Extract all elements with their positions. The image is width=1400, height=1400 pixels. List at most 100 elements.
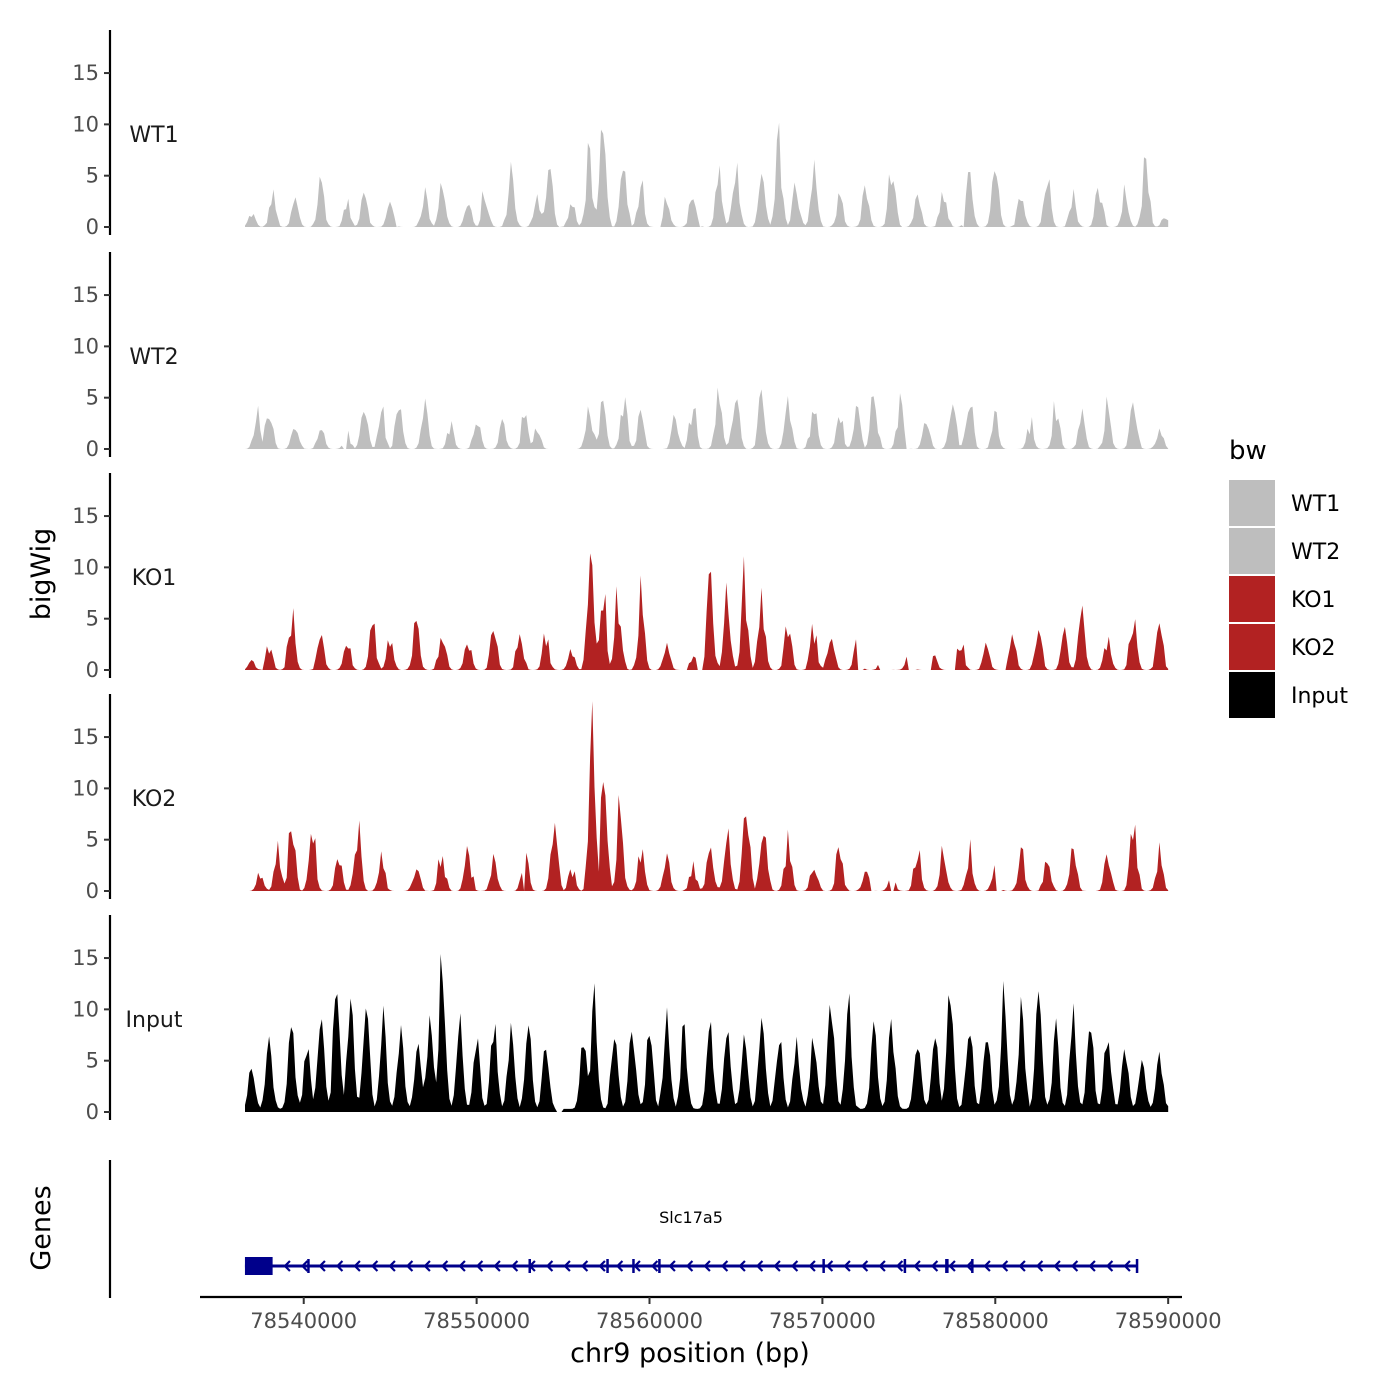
x-tick-label: 78590000	[1115, 1309, 1222, 1333]
gene-exon	[903, 1259, 907, 1273]
y-tick-label: 5	[86, 164, 99, 188]
y-tick-label: 5	[86, 828, 99, 852]
strand-arrow	[878, 1260, 886, 1272]
x-axis-title: chr9 position (bp)	[570, 1338, 810, 1369]
strand-arrow	[510, 1260, 519, 1272]
gene-exon	[971, 1259, 974, 1273]
legend-label-ko1: KO1	[1291, 588, 1336, 613]
track-label: WT1	[129, 123, 178, 148]
strand-arrow	[1000, 1260, 1009, 1272]
y-tick-label: 10	[72, 776, 99, 800]
strand-arrow	[545, 1260, 554, 1272]
strand-arrow	[703, 1260, 711, 1272]
y-tick-label: 10	[72, 555, 99, 579]
strand-arrow	[335, 1260, 344, 1272]
gene-exon	[658, 1259, 661, 1273]
strand-arrow	[755, 1260, 764, 1272]
strand-arrow	[633, 1260, 641, 1272]
strand-arrow	[615, 1260, 624, 1272]
x-tick-label: 78540000	[250, 1309, 357, 1333]
strand-arrow	[685, 1260, 694, 1272]
legend-swatch-wt1	[1229, 480, 1275, 526]
strand-arrow	[895, 1260, 904, 1272]
strand-arrow	[983, 1260, 991, 1272]
strand-arrow	[773, 1260, 781, 1272]
legend-title: bw	[1229, 436, 1267, 466]
y-tick-label: 0	[86, 1100, 99, 1124]
strand-arrow	[720, 1260, 729, 1272]
y-axis-title: bigWig	[26, 528, 57, 621]
track-ko2: 0 5 10 15 KO2	[72, 694, 1169, 903]
x-axis: 78540000 78550000 78560000 78570000 78580000…	[200, 1295, 1222, 1333]
strand-arrow	[580, 1260, 589, 1272]
legend-label-wt2: WT2	[1291, 540, 1340, 565]
gene-exon	[307, 1259, 310, 1273]
legend-swatch-input	[1229, 672, 1275, 718]
signal-area-wt2	[245, 387, 1169, 449]
strand-arrow	[370, 1260, 379, 1272]
strand-arrow	[318, 1260, 326, 1272]
gene-exon	[244, 1257, 273, 1275]
strand-arrow	[458, 1260, 466, 1272]
y-tick-label: 5	[86, 607, 99, 631]
y-tick-label: 10	[72, 997, 99, 1021]
y-tick-label: 15	[72, 504, 99, 528]
legend-label-ko2: KO2	[1291, 636, 1336, 661]
y-tick-label: 10	[72, 334, 99, 358]
strand-arrow	[1018, 1260, 1026, 1272]
y-tick-label: 0	[86, 879, 99, 903]
strand-arrow	[475, 1260, 484, 1272]
y-tick-label: 0	[86, 658, 99, 682]
strand-arrow	[650, 1260, 659, 1272]
gene-name-label: Slc17a5	[659, 1208, 723, 1227]
strand-arrow	[1053, 1260, 1061, 1272]
y-tick-label: 15	[72, 946, 99, 970]
gene-track: Genes Slc17a5	[26, 1160, 1139, 1298]
y-tick-label: 15	[72, 61, 99, 85]
y-tick-label: 0	[86, 437, 99, 461]
strand-arrow	[1070, 1260, 1079, 1272]
strand-arrow	[790, 1260, 799, 1272]
strand-arrow	[930, 1260, 939, 1272]
track-label: WT2	[129, 345, 178, 370]
track-ko1: 0 5 10 15 KO1	[72, 473, 1169, 682]
strand-arrow	[493, 1260, 501, 1272]
gene-exon	[822, 1259, 825, 1273]
strand-arrow	[1105, 1260, 1114, 1272]
strand-arrow	[808, 1260, 816, 1272]
signal-area-input	[245, 954, 1169, 1112]
track-wt1: 0 5 10 15 WT1	[72, 30, 1169, 239]
x-tick-label: 78560000	[596, 1309, 703, 1333]
strand-arrow	[843, 1260, 851, 1272]
gene-exon	[632, 1259, 635, 1273]
track-label: KO1	[132, 566, 177, 591]
track-label: Input	[126, 1008, 183, 1033]
strand-arrow	[913, 1260, 921, 1272]
strand-arrow	[563, 1260, 571, 1272]
legend-swatch-wt2	[1229, 528, 1275, 574]
strand-arrow	[1035, 1260, 1044, 1272]
x-tick-label: 78570000	[769, 1309, 876, 1333]
signal-area-ko1	[245, 553, 1169, 670]
strand-arrow	[405, 1260, 414, 1272]
strand-arrow	[598, 1260, 606, 1272]
strand-arrow	[440, 1260, 449, 1272]
y-tick-label: 5	[86, 1049, 99, 1073]
legend-label-wt1: WT1	[1291, 492, 1340, 517]
track-label: KO2	[132, 787, 177, 812]
gene-exon	[528, 1259, 531, 1273]
gene-exon	[945, 1259, 949, 1273]
legend-label-input: Input	[1291, 684, 1348, 709]
y-tick-label: 0	[86, 215, 99, 239]
y-tick-label: 10	[72, 112, 99, 136]
x-tick-label: 78580000	[942, 1309, 1049, 1333]
signal-area-ko2	[245, 701, 1169, 891]
genes-axis-title: Genes	[26, 1185, 57, 1270]
strand-arrow	[1088, 1260, 1096, 1272]
strand-arrow	[353, 1260, 361, 1272]
strand-arrow	[948, 1260, 956, 1272]
strand-arrow	[388, 1260, 396, 1272]
track-wt2: 0 5 10 15 WT2	[72, 252, 1169, 461]
x-tick-label: 78550000	[423, 1309, 530, 1333]
